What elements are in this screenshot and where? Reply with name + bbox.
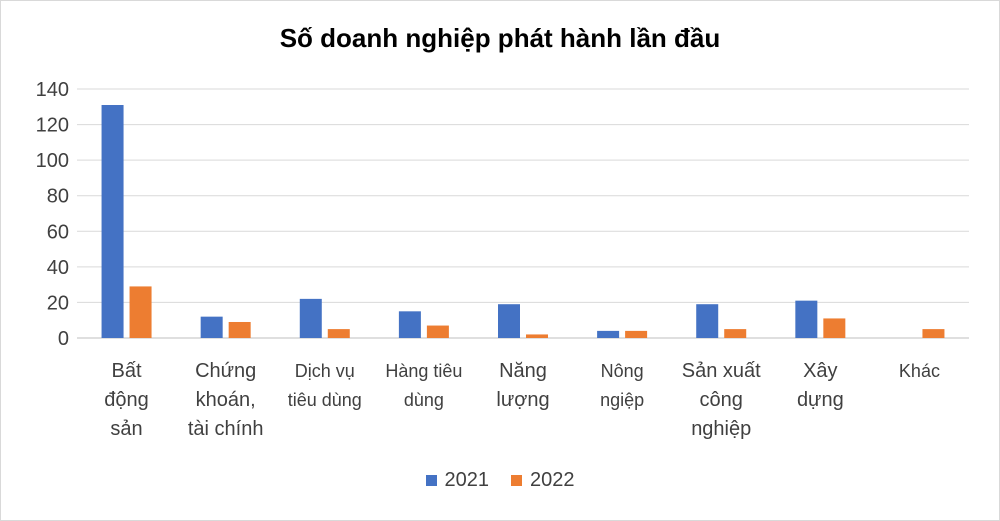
x-tick-label: Bất [112,360,142,382]
x-tick-label: dùng [404,390,444,410]
bar-2021-7 [795,300,818,338]
x-tick-label: sản [110,418,142,440]
bar-2022-0 [129,286,152,338]
chart-title: Số doanh nghiệp phát hành lần đầu [279,23,721,53]
x-tick-label: lượng [496,389,549,411]
bar-2022-1 [228,321,251,338]
bar-2022-4 [526,334,548,338]
x-tick-label: Sản xuất [682,360,761,382]
bar-2022-3 [426,325,449,338]
legend-swatch-series-1 [425,475,437,486]
x-tick-label: Hàng tiêu [385,361,462,381]
y-tick-label: 60 [47,221,69,243]
x-tick-label: Dịch vụ [295,361,355,381]
bar-2022-5 [625,330,648,338]
x-tick-label: khoán, [196,389,256,411]
bar-2021-5 [597,330,620,338]
y-tick-label: 140 [36,79,69,101]
x-tick-label: ngiệp [600,390,644,410]
x-tick-label: công [700,389,743,411]
bar-2022-8 [922,329,945,338]
legend-item-series-1: 2021 [425,469,490,492]
x-tick-label: tiêu dùng [288,390,362,410]
x-tick-label: động [104,389,149,411]
x-tick-label: tài chính [188,418,264,440]
x-tick-label: Chứng [195,360,256,382]
x-tick-label: Xây [803,360,837,382]
y-tick-label: 0 [58,328,69,350]
y-tick-label: 80 [47,186,69,208]
bar-2022-2 [327,329,350,338]
legend: 2021 2022 [1,469,999,492]
y-tick-label: 20 [47,292,69,314]
legend-item-series-2: 2022 [511,469,575,492]
legend-label-series-2: 2022 [530,469,575,491]
bar-2021-6 [696,304,719,338]
bar-2022-7 [823,318,846,338]
x-tick-label: dựng [797,389,844,411]
x-tick-label: Khác [899,361,940,381]
y-tick-label: 40 [47,257,69,279]
bar-2021-3 [398,311,421,338]
x-tick-label: Nông [601,361,644,381]
bar-2021-1 [200,316,223,338]
x-tick-label: nghiệp [691,418,751,440]
x-tick-label: Năng [499,360,547,382]
bar-2021-2 [299,298,322,338]
bar-2022-6 [724,329,747,338]
bar-2021-0 [101,105,124,338]
bar-2021-4 [498,304,520,338]
legend-swatch-series-2 [511,475,522,486]
y-tick-label: 120 [36,115,69,137]
y-tick-label: 100 [36,150,69,172]
legend-label-series-1: 2021 [444,469,490,491]
